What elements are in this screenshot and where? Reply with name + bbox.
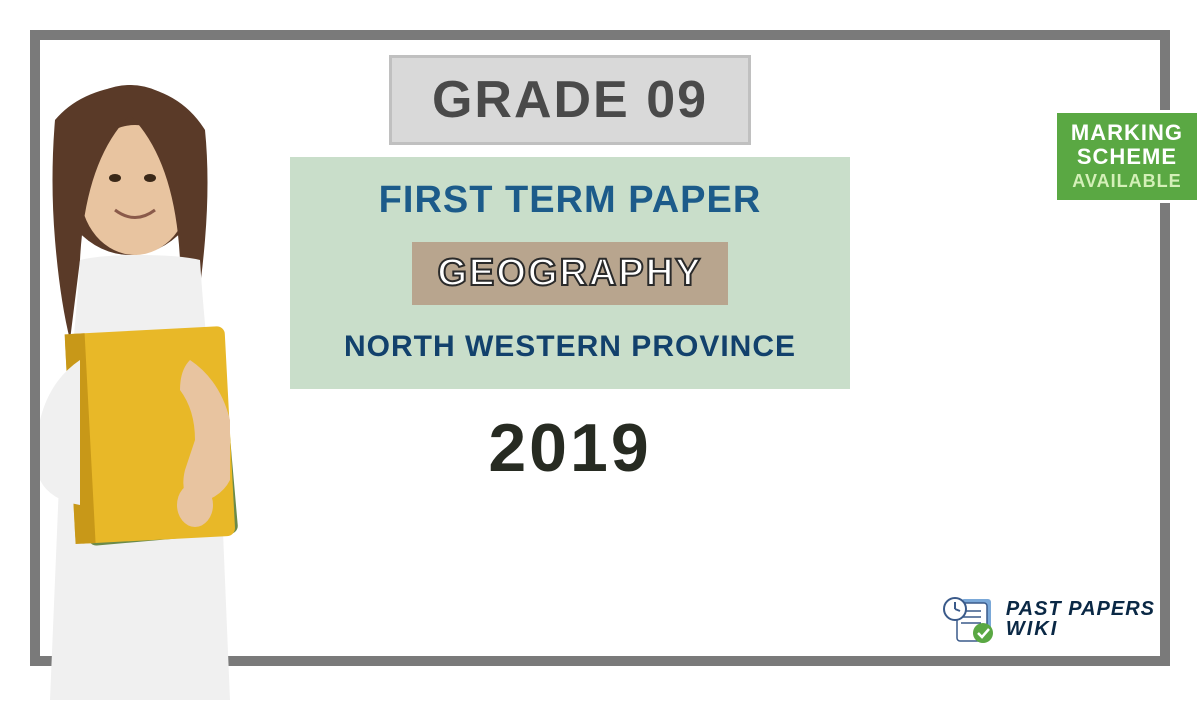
subject-text: GEOGRAPHY [437, 252, 702, 295]
logo-text: PAST PAPERS WIKI [1006, 599, 1155, 639]
subject-box: GEOGRAPHY [412, 242, 727, 305]
term-text: FIRST TERM PAPER [379, 179, 762, 222]
year-text: 2019 [488, 409, 651, 487]
marking-scheme-badge: MARKING SCHEME AVAILABLE [1054, 110, 1200, 203]
badge-line1: MARKING [1071, 121, 1183, 145]
middle-section: FIRST TERM PAPER GEOGRAPHY NORTH WESTERN… [290, 157, 850, 389]
grade-box: GRADE 09 [389, 55, 751, 145]
content-area: GRADE 09 FIRST TERM PAPER GEOGRAPHY NORT… [290, 55, 850, 487]
province-text: NORTH WESTERN PROVINCE [344, 330, 796, 364]
student-image [0, 60, 300, 700]
badge-line2: SCHEME [1071, 145, 1183, 169]
grade-text: GRADE 09 [432, 70, 708, 130]
logo-area: PAST PAPERS WIKI [943, 591, 1155, 646]
logo-icon [943, 591, 998, 646]
student-illustration-icon [0, 60, 300, 700]
logo-line1: PAST PAPERS [1006, 599, 1155, 619]
logo-line2: WIKI [1006, 619, 1155, 639]
badge-line3: AVAILABLE [1071, 171, 1183, 192]
